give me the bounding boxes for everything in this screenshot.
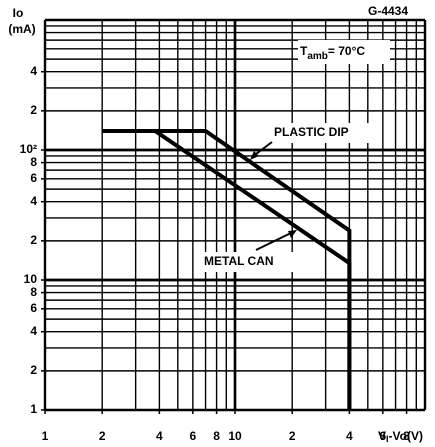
label-box bbox=[200, 252, 296, 272]
series-line bbox=[102, 129, 352, 410]
x-tick-label: 8 bbox=[403, 429, 410, 443]
arrow-head bbox=[250, 151, 259, 160]
x-label-rest: -Vo(V) bbox=[389, 429, 423, 443]
y-tick-label: 4 bbox=[30, 194, 37, 208]
x-label-subscript: I bbox=[386, 434, 389, 444]
y-axis-label: (mA) bbox=[8, 22, 35, 36]
y-tick-label: 2 bbox=[30, 363, 37, 377]
condition-subscript: amb bbox=[307, 51, 328, 62]
y-tick-label: 10 bbox=[24, 272, 38, 286]
arrow bbox=[255, 231, 294, 251]
x-tick-label: 6 bbox=[190, 429, 197, 443]
x-tick-label: 8 bbox=[213, 429, 220, 443]
x-tick-label: 2 bbox=[99, 429, 106, 443]
arrow-head bbox=[288, 230, 297, 238]
x-tick-label: 4 bbox=[346, 429, 353, 443]
x-tick-label: 10 bbox=[228, 429, 242, 443]
y-tick-label: 2 bbox=[30, 103, 37, 117]
condition-box bbox=[298, 40, 390, 64]
x-tick-label: 1 bbox=[42, 429, 49, 443]
x-tick-label: 2 bbox=[289, 429, 296, 443]
label-box bbox=[270, 123, 378, 143]
figure-id: G-4434 bbox=[368, 4, 408, 18]
y-axis-label: Io bbox=[13, 6, 24, 20]
condition-symbol: T bbox=[300, 44, 308, 58]
series-label: PLASTIC DIP bbox=[274, 125, 349, 139]
y-tick-label: 2 bbox=[30, 233, 37, 247]
y-tick-label: 4 bbox=[30, 324, 37, 338]
y-tick-label: 8 bbox=[30, 155, 37, 169]
condition-value: = 70°C bbox=[328, 44, 365, 58]
y-tick-label: 6 bbox=[30, 171, 37, 185]
y-tick-label: 4 bbox=[30, 64, 37, 78]
x-tick-label: 6 bbox=[380, 429, 387, 443]
y-tick-label: 10² bbox=[20, 142, 37, 156]
y-tick-label: 8 bbox=[30, 285, 37, 299]
x-tick-label: 4 bbox=[156, 429, 163, 443]
x-axis-label: VI-Vo(V) bbox=[378, 429, 423, 444]
condition: Tamb= 70°C bbox=[300, 44, 365, 61]
y-tick-label: 1 bbox=[30, 402, 37, 416]
y-tick-label: 6 bbox=[30, 301, 37, 315]
x-label-main: V bbox=[378, 429, 386, 443]
series-label: METAL CAN bbox=[204, 254, 274, 268]
